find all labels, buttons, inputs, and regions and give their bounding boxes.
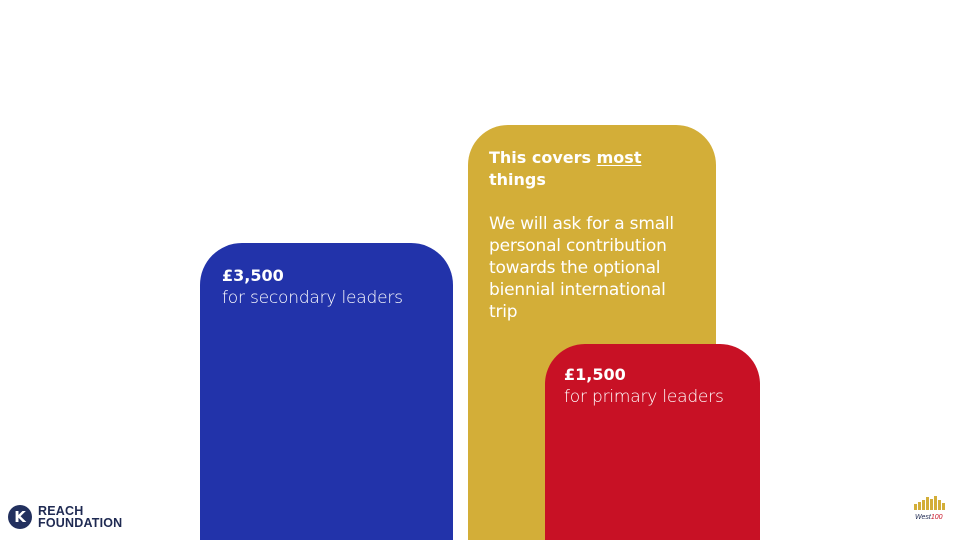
coverage-heading-end: things	[489, 170, 546, 189]
reach-logo-line1: REACH	[38, 504, 84, 518]
west-logo-text: West	[915, 514, 932, 521]
primary-description: for primary leaders	[564, 387, 724, 407]
secondary-description: for secondary leaders	[222, 288, 403, 308]
primary-leaders-card: £1,500 for primary leaders	[545, 344, 760, 540]
reach-logo-line2: FOUNDATION	[38, 516, 123, 530]
west-logo-number: 100	[931, 514, 943, 521]
reach-logo-mark: K	[8, 505, 32, 529]
coverage-heading: This covers most things	[489, 147, 696, 191]
reach-foundation-logo: K REACH FOUNDATION	[8, 505, 122, 529]
reach-logo-wordmark: REACH FOUNDATION	[38, 504, 123, 530]
west-100-logo: West100	[914, 496, 945, 521]
secondary-amount: £3,500	[222, 266, 284, 285]
svg-text:West100: West100	[915, 514, 943, 521]
primary-amount: £1,500	[564, 365, 626, 384]
coverage-body: We will ask for a small personal contrib…	[489, 214, 674, 322]
coverage-heading-start: This covers	[489, 148, 597, 167]
secondary-leaders-card: £3,500 for secondary leaders	[200, 243, 453, 540]
coverage-heading-emphasis: most	[596, 148, 642, 167]
